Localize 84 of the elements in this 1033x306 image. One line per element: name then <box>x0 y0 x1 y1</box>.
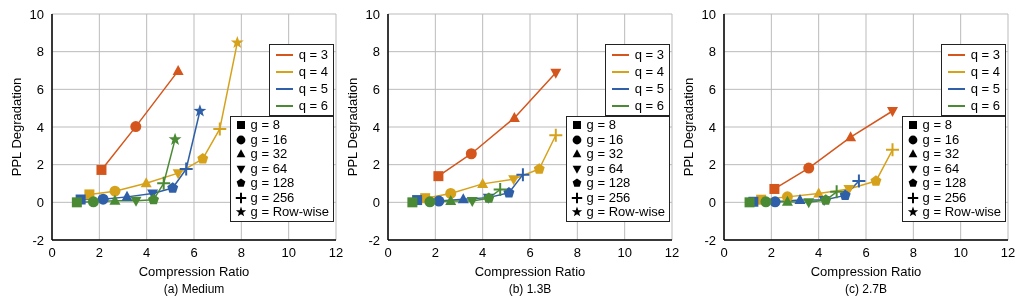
legend-label: q = 4 <box>970 63 1000 80</box>
legend-label: q = 6 <box>298 97 328 114</box>
x-tick-label: 2 <box>431 245 439 261</box>
text: (c) 2.7B <box>844 282 888 296</box>
annotation: g = 32 <box>250 146 288 162</box>
x-tick-label: 2 <box>95 245 103 261</box>
x-tick-label: 8 <box>909 245 917 261</box>
x-tick-label: 0 <box>48 245 56 261</box>
legend-label: q = 4 <box>298 63 328 80</box>
y-tick-label: 10 <box>29 6 44 22</box>
y-axis-title: PPL Degradation <box>8 77 24 177</box>
x-tick-label: 0 <box>720 245 728 261</box>
x-axis-title: Compression Ratio <box>474 264 586 279</box>
annotation: g = 64 <box>586 160 624 176</box>
annotation: g = 256 <box>922 189 967 205</box>
y-tick-label: 0 <box>36 194 44 210</box>
annotation: g = 32 <box>922 146 960 162</box>
annotation: g = 8 <box>586 117 616 133</box>
x-tick-label: 6 <box>190 245 198 261</box>
text: (a) Medium <box>162 282 226 296</box>
y-tick-label: 6 <box>708 81 716 97</box>
annotation: g = 8 <box>922 117 952 133</box>
y-tick-label: 6 <box>36 81 44 97</box>
y-tick-label: 8 <box>36 44 44 60</box>
annotation: g = 128 <box>250 175 295 191</box>
legend-label: q = 5 <box>970 80 1000 97</box>
y-tick-label: 10 <box>701 6 716 22</box>
y-tick-label: 4 <box>708 119 716 135</box>
legend-label: q = 6 <box>970 97 1000 114</box>
x-tick-label: 4 <box>479 245 487 261</box>
x-axis-title: Compression Ratio <box>138 264 250 279</box>
text: (b) 1.3B <box>507 282 553 296</box>
x-tick-label: 6 <box>526 245 534 261</box>
x-tick-label: 10 <box>953 245 968 261</box>
x-tick-label: 6 <box>862 245 870 261</box>
y-tick-label: 2 <box>36 157 44 173</box>
annotation: g = 128 <box>586 175 631 191</box>
y-tick-label: 6 <box>372 81 380 97</box>
legend-label: q = 5 <box>634 80 664 97</box>
annotation: g = Row-wise <box>586 204 665 220</box>
annotation: g = 256 <box>586 189 631 205</box>
annotation: g = 16 <box>250 131 288 147</box>
y-tick-label: 10 <box>365 6 380 22</box>
y-tick-label: 0 <box>708 194 716 210</box>
annotation: g = 256 <box>250 189 295 205</box>
y-tick-label: 0 <box>372 194 380 210</box>
x-tick-label: 8 <box>237 245 245 261</box>
annotation: g = 32 <box>586 146 624 162</box>
x-tick-label: 8 <box>573 245 581 261</box>
x-tick-label: 4 <box>815 245 823 261</box>
x-tick-label: 10 <box>281 245 296 261</box>
x-tick-label: 12 <box>664 245 680 261</box>
x-tick-label: 10 <box>617 245 632 261</box>
annotation: g = 64 <box>922 160 960 176</box>
annotation: g = 8 <box>250 117 280 133</box>
legend-label: q = 5 <box>298 80 328 97</box>
annotation: g = 16 <box>586 131 624 147</box>
annotation: g = 64 <box>250 160 288 176</box>
annotation: g = Row-wise <box>922 204 1001 220</box>
x-axis-title: Compression Ratio <box>810 264 922 279</box>
y-tick-label: -2 <box>32 232 44 248</box>
legend-label: q = 4 <box>634 63 664 80</box>
y-tick-label: -2 <box>368 232 380 248</box>
x-tick-label: 2 <box>767 245 775 261</box>
y-tick-label: 2 <box>372 157 380 173</box>
legend-label: q = 6 <box>634 97 664 114</box>
x-tick-label: 12 <box>1000 245 1016 261</box>
y-tick-label: 8 <box>372 44 380 60</box>
legend-label: q = 3 <box>634 46 664 63</box>
y-axis-title: PPL Degradation <box>344 77 360 177</box>
x-tick-label: 0 <box>384 245 392 261</box>
y-tick-label: 4 <box>372 119 380 135</box>
y-tick-label: 4 <box>36 119 44 135</box>
legend-label: q = 3 <box>970 46 1000 63</box>
y-tick-label: -2 <box>704 232 716 248</box>
legend-label: q = 3 <box>298 46 328 63</box>
x-tick-label: 4 <box>143 245 151 261</box>
y-tick-label: 8 <box>708 44 716 60</box>
y-axis-title: PPL Degradation <box>680 77 696 177</box>
annotation: g = 16 <box>922 131 960 147</box>
annotation: g = Row-wise <box>250 204 329 220</box>
x-tick-label: 12 <box>328 245 344 261</box>
y-tick-label: 2 <box>708 157 716 173</box>
annotation: g = 128 <box>922 175 967 191</box>
